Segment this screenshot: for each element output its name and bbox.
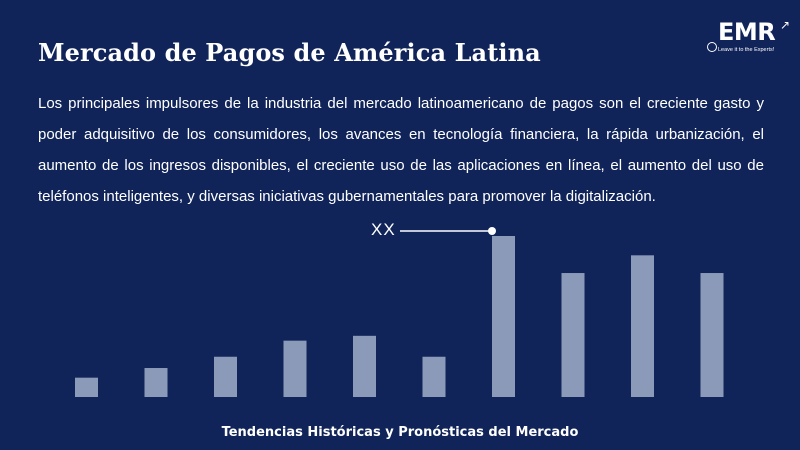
bar-7	[492, 236, 515, 397]
bar-6	[422, 356, 446, 397]
emr-logo: EMR ↗ Leave it to the Experts!	[706, 18, 792, 58]
bar-2	[144, 368, 168, 397]
arrow-up-right-icon: ↗	[779, 18, 790, 32]
description-text: Los principales impulsores de la industr…	[38, 95, 764, 205]
bar-1	[75, 377, 98, 397]
bar-10	[700, 273, 724, 397]
bar-9	[631, 255, 654, 397]
logo-tagline: Leave it to the Experts!	[718, 47, 775, 53]
annotation-label: XX	[371, 220, 396, 239]
bar-3	[214, 356, 237, 397]
annotation-dot	[488, 227, 496, 235]
logo-ring-icon	[707, 42, 717, 52]
bar-8	[561, 273, 585, 397]
chart-footer-caption: Tendencias Históricas y Pronósticas del …	[221, 425, 579, 440]
bar-4	[283, 340, 307, 397]
page-title: Mercado de Pagos de América Latina	[38, 38, 541, 67]
logo-text: EMR	[718, 18, 776, 46]
bar-5	[353, 335, 376, 397]
